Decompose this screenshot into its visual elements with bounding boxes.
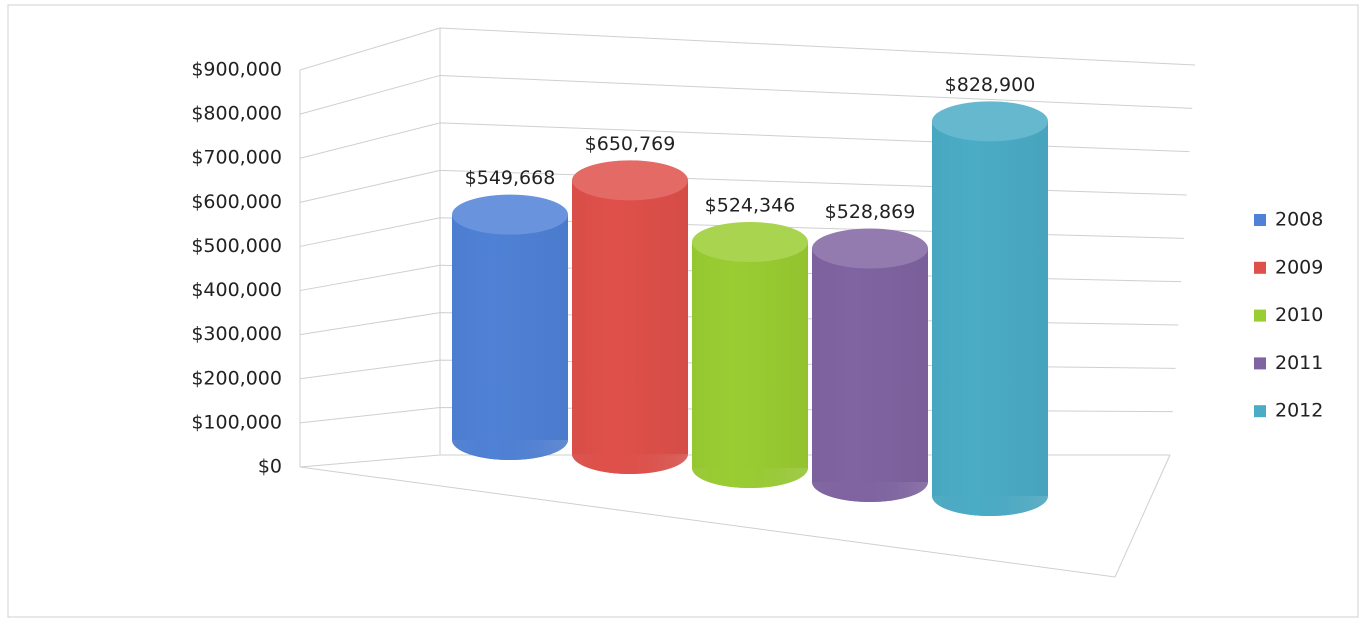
cylinder-light [572, 180, 688, 475]
data-label: $524,346 [705, 195, 796, 217]
y-tick-label: $500,000 [191, 235, 282, 257]
legend-swatch [1254, 405, 1266, 418]
y-tick-label: $100,000 [191, 411, 282, 433]
data-label: $828,900 [945, 74, 1036, 96]
cylinder [572, 160, 688, 475]
legend-label: 2010 [1275, 304, 1323, 326]
cylinder-top [932, 101, 1048, 142]
y-tick-label: $800,000 [191, 103, 282, 125]
cylinder-light [452, 214, 568, 460]
legend-label: 2011 [1275, 352, 1323, 374]
legend-swatch [1254, 309, 1266, 322]
cylinder-top [692, 222, 808, 263]
cylinder [692, 222, 808, 488]
cylinder [452, 194, 568, 460]
data-label: $528,869 [825, 201, 916, 223]
y-tick-label: $900,000 [191, 59, 282, 81]
legend-swatch [1254, 261, 1266, 274]
data-label: $650,769 [585, 133, 676, 155]
legend-swatch [1254, 357, 1266, 370]
cylinder [812, 228, 928, 502]
legend-label: 2012 [1275, 400, 1323, 422]
cylinder-light [812, 248, 928, 502]
cylinder-top [572, 160, 688, 201]
y-tick-label: $300,000 [191, 323, 282, 345]
y-tick-label: $200,000 [191, 367, 282, 389]
cylinder-top [812, 228, 928, 269]
y-tick-label: $400,000 [191, 279, 282, 301]
cylinder-top-shine [812, 228, 928, 269]
y-tick-label: $0 [258, 456, 282, 478]
cylinder-light [692, 242, 808, 488]
legend-label: 2009 [1275, 256, 1323, 278]
legend-swatch [1254, 214, 1266, 226]
cylinder-top-shine [692, 222, 808, 263]
cylinder [932, 101, 1048, 517]
y-tick-label: $700,000 [191, 147, 282, 169]
cylinder-top-shine [452, 194, 568, 235]
cylinder-top [452, 194, 568, 235]
cylinder-top-shine [572, 160, 688, 201]
floor-edge [299, 454, 1171, 578]
legend-label: 2008 [1275, 209, 1323, 231]
cylinder-light [932, 121, 1048, 517]
y-tick-label: $600,000 [191, 191, 282, 213]
data-label: $549,668 [465, 167, 556, 189]
cylinder-top-shine [932, 101, 1048, 142]
